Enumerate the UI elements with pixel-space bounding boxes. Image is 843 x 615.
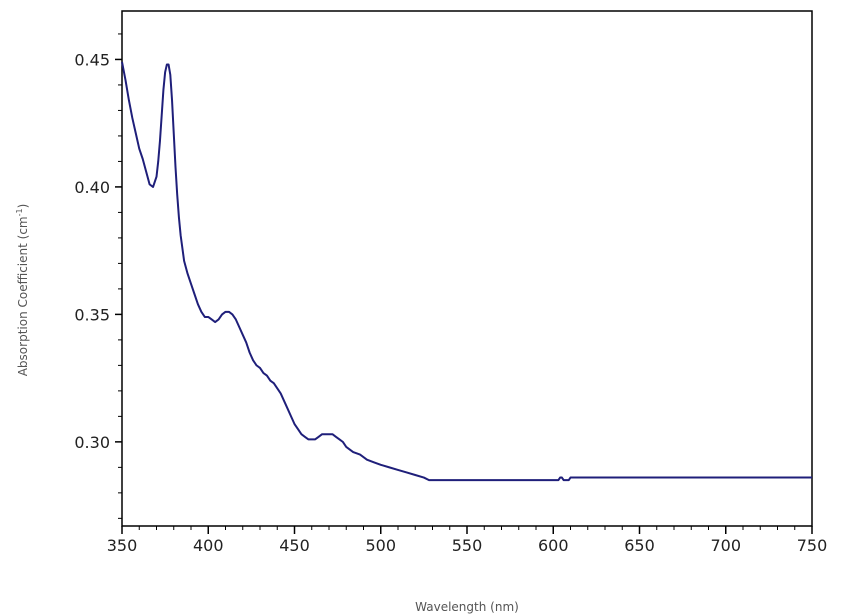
y-tick-label: 0.35 [74, 305, 110, 324]
x-tick-label: 550 [452, 536, 483, 555]
y-axis-ticks: 0.30 0.35 0.40 0.45 [74, 50, 122, 452]
x-tick-label: 500 [365, 536, 396, 555]
y-minor-ticks [118, 33, 122, 519]
x-axis-ticks: 350 400 450 500 550 600 650 700 750 [107, 526, 828, 555]
y-axis-title-sup: -1 [15, 208, 24, 216]
y-axis-title: Absorption Coefficient (cm-1) [15, 204, 30, 377]
x-axis-title: Wavelength (nm) [415, 600, 519, 614]
x-tick-label: 600 [538, 536, 569, 555]
x-minor-ticks [138, 526, 796, 530]
y-tick-label: 0.40 [74, 178, 110, 197]
x-tick-label: 400 [193, 536, 224, 555]
y-axis-title-main: Absorption Coefficient (cm [16, 216, 30, 376]
x-tick-label: 450 [279, 536, 310, 555]
x-tick-label: 350 [107, 536, 138, 555]
x-tick-label: 750 [797, 536, 828, 555]
absorption-curve [121, 61, 812, 482]
y-axis-title-close: ) [16, 204, 30, 209]
plot-frame [121, 10, 813, 527]
x-tick-label: 700 [710, 536, 741, 555]
y-tick-label: 0.45 [74, 50, 110, 69]
x-tick-label: 650 [624, 536, 655, 555]
y-tick-label: 0.30 [74, 433, 110, 452]
